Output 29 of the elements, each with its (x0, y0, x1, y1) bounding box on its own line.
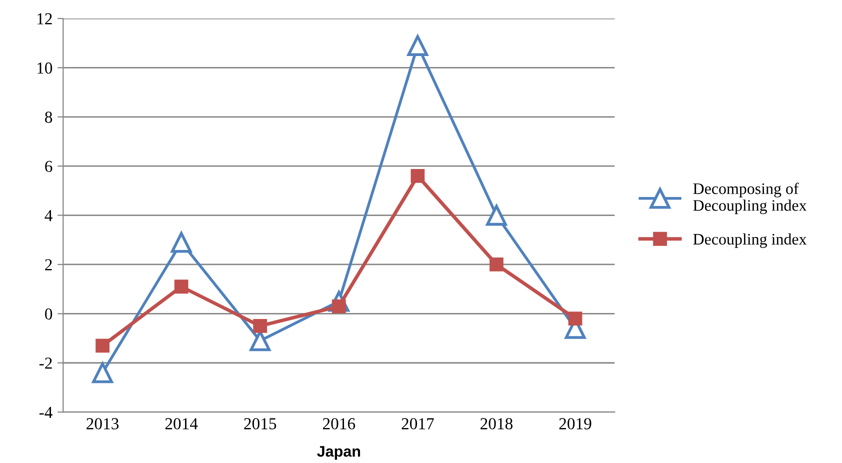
point (92, 362, 113, 384)
y-tick-label: 8 (45, 112, 52, 123)
point (490, 258, 504, 272)
y-tick-label: 10 (38, 62, 52, 74)
point (410, 168, 425, 183)
point (253, 319, 268, 333)
y-tick-label: -2 (39, 358, 52, 369)
x-tick-label: 2016 (322, 418, 356, 430)
legend-label: Decomposing of Decoupling index (693, 182, 807, 214)
x-tick-label: 2017 (402, 418, 434, 430)
x-tick-label: 2015 (244, 418, 276, 430)
point (174, 280, 188, 294)
y-tick-label: 0 (45, 308, 52, 320)
legend-label: Decoupling index (693, 233, 807, 248)
y-tick-label: 12 (38, 13, 52, 24)
point (486, 204, 507, 226)
point (170, 232, 192, 253)
x-tick-label: 2019 (559, 418, 592, 430)
y-tick-label: -4 (39, 406, 52, 418)
y-tick-label: 2 (45, 259, 52, 270)
x-tick-label: 2018 (480, 418, 513, 430)
y-tick-label: 6 (45, 160, 52, 172)
y-tick-label: 4 (44, 210, 52, 222)
x-axis-title: Japan (317, 446, 360, 460)
x-tick-label: 2014 (165, 418, 198, 430)
x-tick-label: 2013 (86, 418, 119, 430)
point (407, 35, 428, 56)
point (96, 338, 110, 353)
point (568, 312, 582, 326)
